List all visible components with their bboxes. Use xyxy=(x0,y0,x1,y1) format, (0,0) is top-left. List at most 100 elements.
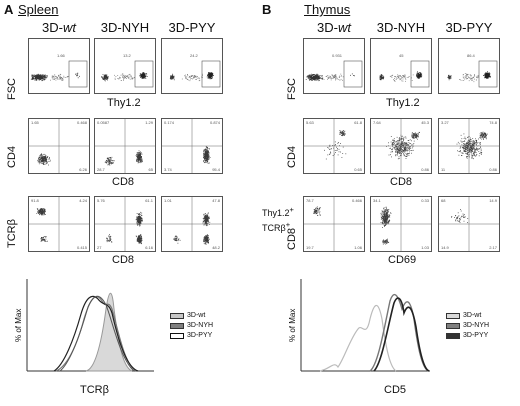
panel-a-fsc-wt: 1.66 xyxy=(28,38,90,94)
panel-b-hist-ylabel: % of Max xyxy=(288,308,297,342)
panel-a-col-2-title: 3D-NYH xyxy=(100,20,150,35)
panel-a-fsc-pyy: 24.2 xyxy=(161,38,223,94)
quadrant-value-ul: 0.174 xyxy=(164,120,175,125)
panel-b-col-2-title: 3D-NYH xyxy=(376,20,426,35)
panel-b-row1-xlabel: Thy1.2 xyxy=(386,97,420,109)
quadrant-value-lr: 0.415 xyxy=(76,245,87,250)
quadrant-value-ul: 68 xyxy=(441,198,446,203)
quadrant-value-lr: 1.03 xyxy=(421,245,429,250)
panel-b-col-3-title: 3D-PYY xyxy=(445,20,493,35)
quadrant-value-ul: 78.7 xyxy=(306,198,314,203)
quadrant-value-ll: 14.9 xyxy=(441,245,449,250)
quadrant-value-ur: 4.24 xyxy=(79,198,87,203)
panel-a-hist-pyy-curve xyxy=(53,295,139,372)
panel-a-row2-ylabel: CD4 xyxy=(6,145,18,168)
panel-a-legend-wt: 3D-wt xyxy=(170,312,205,319)
quadrant-value-lr: 48.2 xyxy=(212,245,220,250)
panel-b-cd8cd69-nyh: 34.1 0.33 1.03 xyxy=(370,196,432,252)
quadrant-value-ll: 11 xyxy=(441,167,446,172)
quadrant-value-ul: 3.27 xyxy=(441,120,449,125)
panel-a-row3-xlabel: CD8 xyxy=(112,254,135,266)
panel-b-cd4cd8-nyh: 7.64 45.3 0.86 xyxy=(370,118,432,174)
panel-b-cd4cd8-wt: 5.63 61.8 0.65 xyxy=(303,118,365,174)
panel-a-letter: A xyxy=(4,2,14,17)
quadrant-value-ur: 1.29 xyxy=(145,120,153,125)
quadrant-value-lr: 0.86 xyxy=(421,167,429,172)
quadrant-value-ur: 0.33 xyxy=(421,198,429,203)
panel-a-col-1-title: 3D-wt xyxy=(42,20,76,35)
panel-a-tcrcd8-nyh: 5.76 61.1 27 6.16 xyxy=(94,196,156,252)
quadrant-value-ur: 45.3 xyxy=(421,120,429,125)
panel-a-histogram xyxy=(26,279,154,372)
panel-a-title: Spleen xyxy=(18,2,59,17)
quadrant-value-lr: 95.4 xyxy=(212,167,220,172)
quadrant-value-ul: 5.63 xyxy=(306,120,314,125)
quadrant-value-lr: 6.26 xyxy=(79,167,87,172)
quadrant-value-ul: 34.1 xyxy=(373,198,381,203)
panel-b-cd8cd69-wt: 78.7 0.466 19.7 1.06 xyxy=(303,196,365,252)
panel-b-title: Thymus xyxy=(304,2,351,17)
panel-a-col-3-title: 3D-PYY xyxy=(168,20,216,35)
panel-b-histogram xyxy=(300,279,430,372)
panel-a-hist-wt-curve xyxy=(85,292,133,372)
panel-a-legend-nyh: 3D-NYH xyxy=(170,322,213,329)
quadrant-value-lr: 0.65 xyxy=(354,167,362,172)
panel-a-cd4cd8-nyh: 0.0587 1.29 28.7 65 xyxy=(94,118,156,174)
panel-b-hist-nyh-curve xyxy=(369,293,429,372)
panel-a-cd4cd8-wt: 1.65 0.468 6.26 xyxy=(28,118,90,174)
panel-b-col-1-title: 3D-wt xyxy=(317,20,351,35)
panel-a-tcrcd8-pyy: 1.01 47.8 48.2 xyxy=(161,196,223,252)
quadrant-value-ul: 5.76 xyxy=(97,198,105,203)
panel-b-row2-xlabel: CD8 xyxy=(390,176,413,188)
quadrant-value-ur: 14.9 xyxy=(489,198,497,203)
panel-a-row1-xlabel: Thy1.2 xyxy=(107,97,141,109)
quadrant-value-ur: 0.466 xyxy=(351,198,362,203)
panel-b-legend-pyy: 3D-PYY xyxy=(446,332,488,339)
panel-b-hist-pyy-curve xyxy=(373,297,430,372)
panel-b-row1-ylabel: FSC xyxy=(286,78,298,100)
quadrant-value-ul: 0.0587 xyxy=(97,120,110,125)
panel-b-fsc-pyy: 86.4 xyxy=(438,38,500,94)
panel-b-row2-ylabel: CD4 xyxy=(286,145,298,168)
quadrant-value-ul: 7.64 xyxy=(373,120,381,125)
panel-b-fsc-wt: 0.931 xyxy=(303,38,365,94)
quadrant-value-lr: 2.17 xyxy=(489,245,497,250)
quadrant-value-lr: 0.86 xyxy=(489,167,497,172)
panel-b-row3-ylabel: CD8 xyxy=(286,227,298,250)
quadrant-value-lr: 65 xyxy=(148,167,153,172)
panel-b-gate-label: Thy1.2+ TCRβ+ xyxy=(262,205,294,233)
quadrant-value-ul: 1.01 xyxy=(164,198,172,203)
panel-a-legend-pyy: 3D-PYY xyxy=(170,332,212,339)
panel-a-fsc-nyh: 13.2 xyxy=(94,38,156,94)
panel-b-hist-wt-curve xyxy=(319,304,397,372)
panel-a-hist-ylabel: % of Max xyxy=(14,308,23,342)
quadrant-value-ll: 3.74 xyxy=(164,167,172,172)
quadrant-value-ur: 47.8 xyxy=(212,198,220,203)
panel-b-fsc-nyh: 45 xyxy=(370,38,432,94)
panel-b-cd8cd69-pyy: 68 14.9 14.9 2.17 xyxy=(438,196,500,252)
quadrant-value-ur: 61.8 xyxy=(354,120,362,125)
quadrant-value-lr: 1.06 xyxy=(354,245,362,250)
panel-b-legend-wt: 3D-wt xyxy=(446,312,481,319)
quadrant-value-ur: 61.1 xyxy=(145,198,153,203)
quadrant-value-lr: 6.16 xyxy=(145,245,153,250)
panel-b-hist-xlabel: CD5 xyxy=(384,384,407,396)
quadrant-value-ll: 19.7 xyxy=(306,245,314,250)
panel-a-row1-ylabel: FSC xyxy=(6,78,18,100)
panel-b-letter: B xyxy=(262,2,272,17)
panel-a-row2-xlabel: CD8 xyxy=(112,176,135,188)
panel-a-row3-ylabel: TCRβ xyxy=(6,219,18,248)
panel-b-legend-nyh: 3D-NYH xyxy=(446,322,489,329)
quadrant-value-ul: 91.8 xyxy=(31,198,39,203)
quadrant-value-ur: 74.8 xyxy=(489,120,497,125)
panel-a-cd4cd8-pyy: 0.174 0.874 3.74 95.4 xyxy=(161,118,223,174)
panel-a-tcrcd8-wt: 91.8 4.24 0.415 xyxy=(28,196,90,252)
panel-a-hist-xlabel: TCRβ xyxy=(80,384,109,396)
panel-b-row3-xlabel: CD69 xyxy=(388,254,417,266)
quadrant-value-ul: 1.65 xyxy=(31,120,39,125)
quadrant-value-ll: 28.7 xyxy=(97,167,105,172)
panel-b-cd4cd8-pyy: 3.27 74.8 11 0.86 xyxy=(438,118,500,174)
quadrant-value-ll: 27 xyxy=(97,245,102,250)
quadrant-value-ur: 0.468 xyxy=(76,120,87,125)
quadrant-value-ur: 0.874 xyxy=(209,120,220,125)
